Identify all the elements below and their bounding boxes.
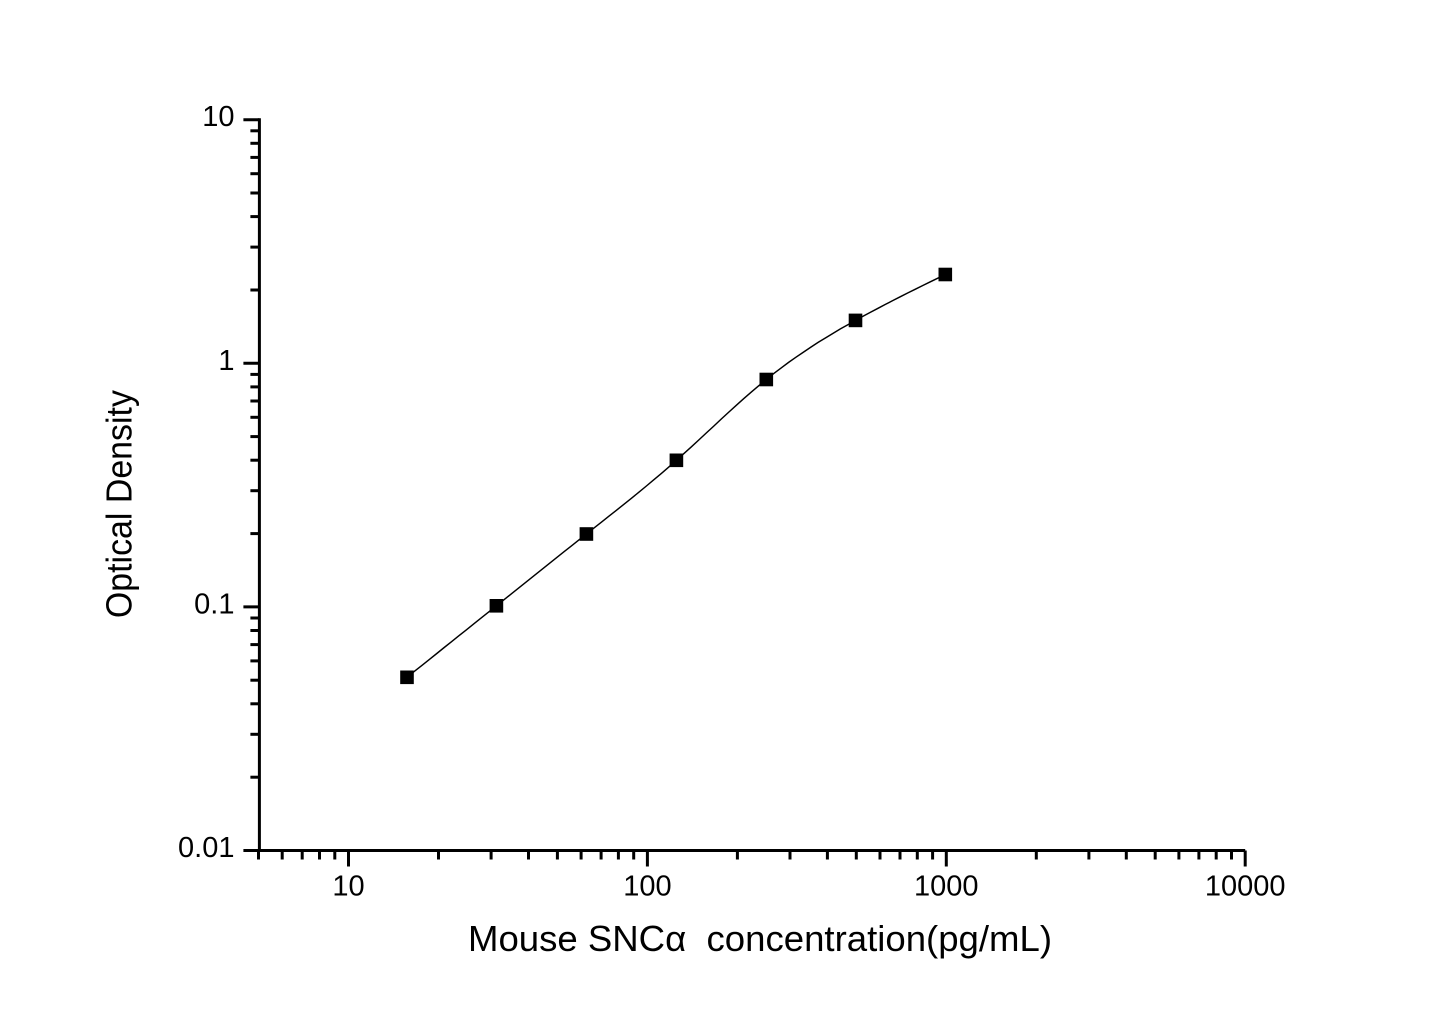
svg-text:1: 1 [218,345,234,377]
svg-text:Optical Density: Optical Density [98,390,139,618]
svg-text:0.1: 0.1 [194,588,234,620]
svg-text:10: 10 [202,101,234,133]
svg-text:100: 100 [623,871,671,903]
svg-text:Mouse SNCα concentration(pg/m: Mouse SNCα concentration(pg/mL) [468,918,1052,959]
svg-text:10000: 10000 [1205,871,1286,903]
svg-text:0.01: 0.01 [178,832,234,864]
svg-text:10: 10 [332,871,364,903]
svg-text:1000: 1000 [914,871,979,903]
